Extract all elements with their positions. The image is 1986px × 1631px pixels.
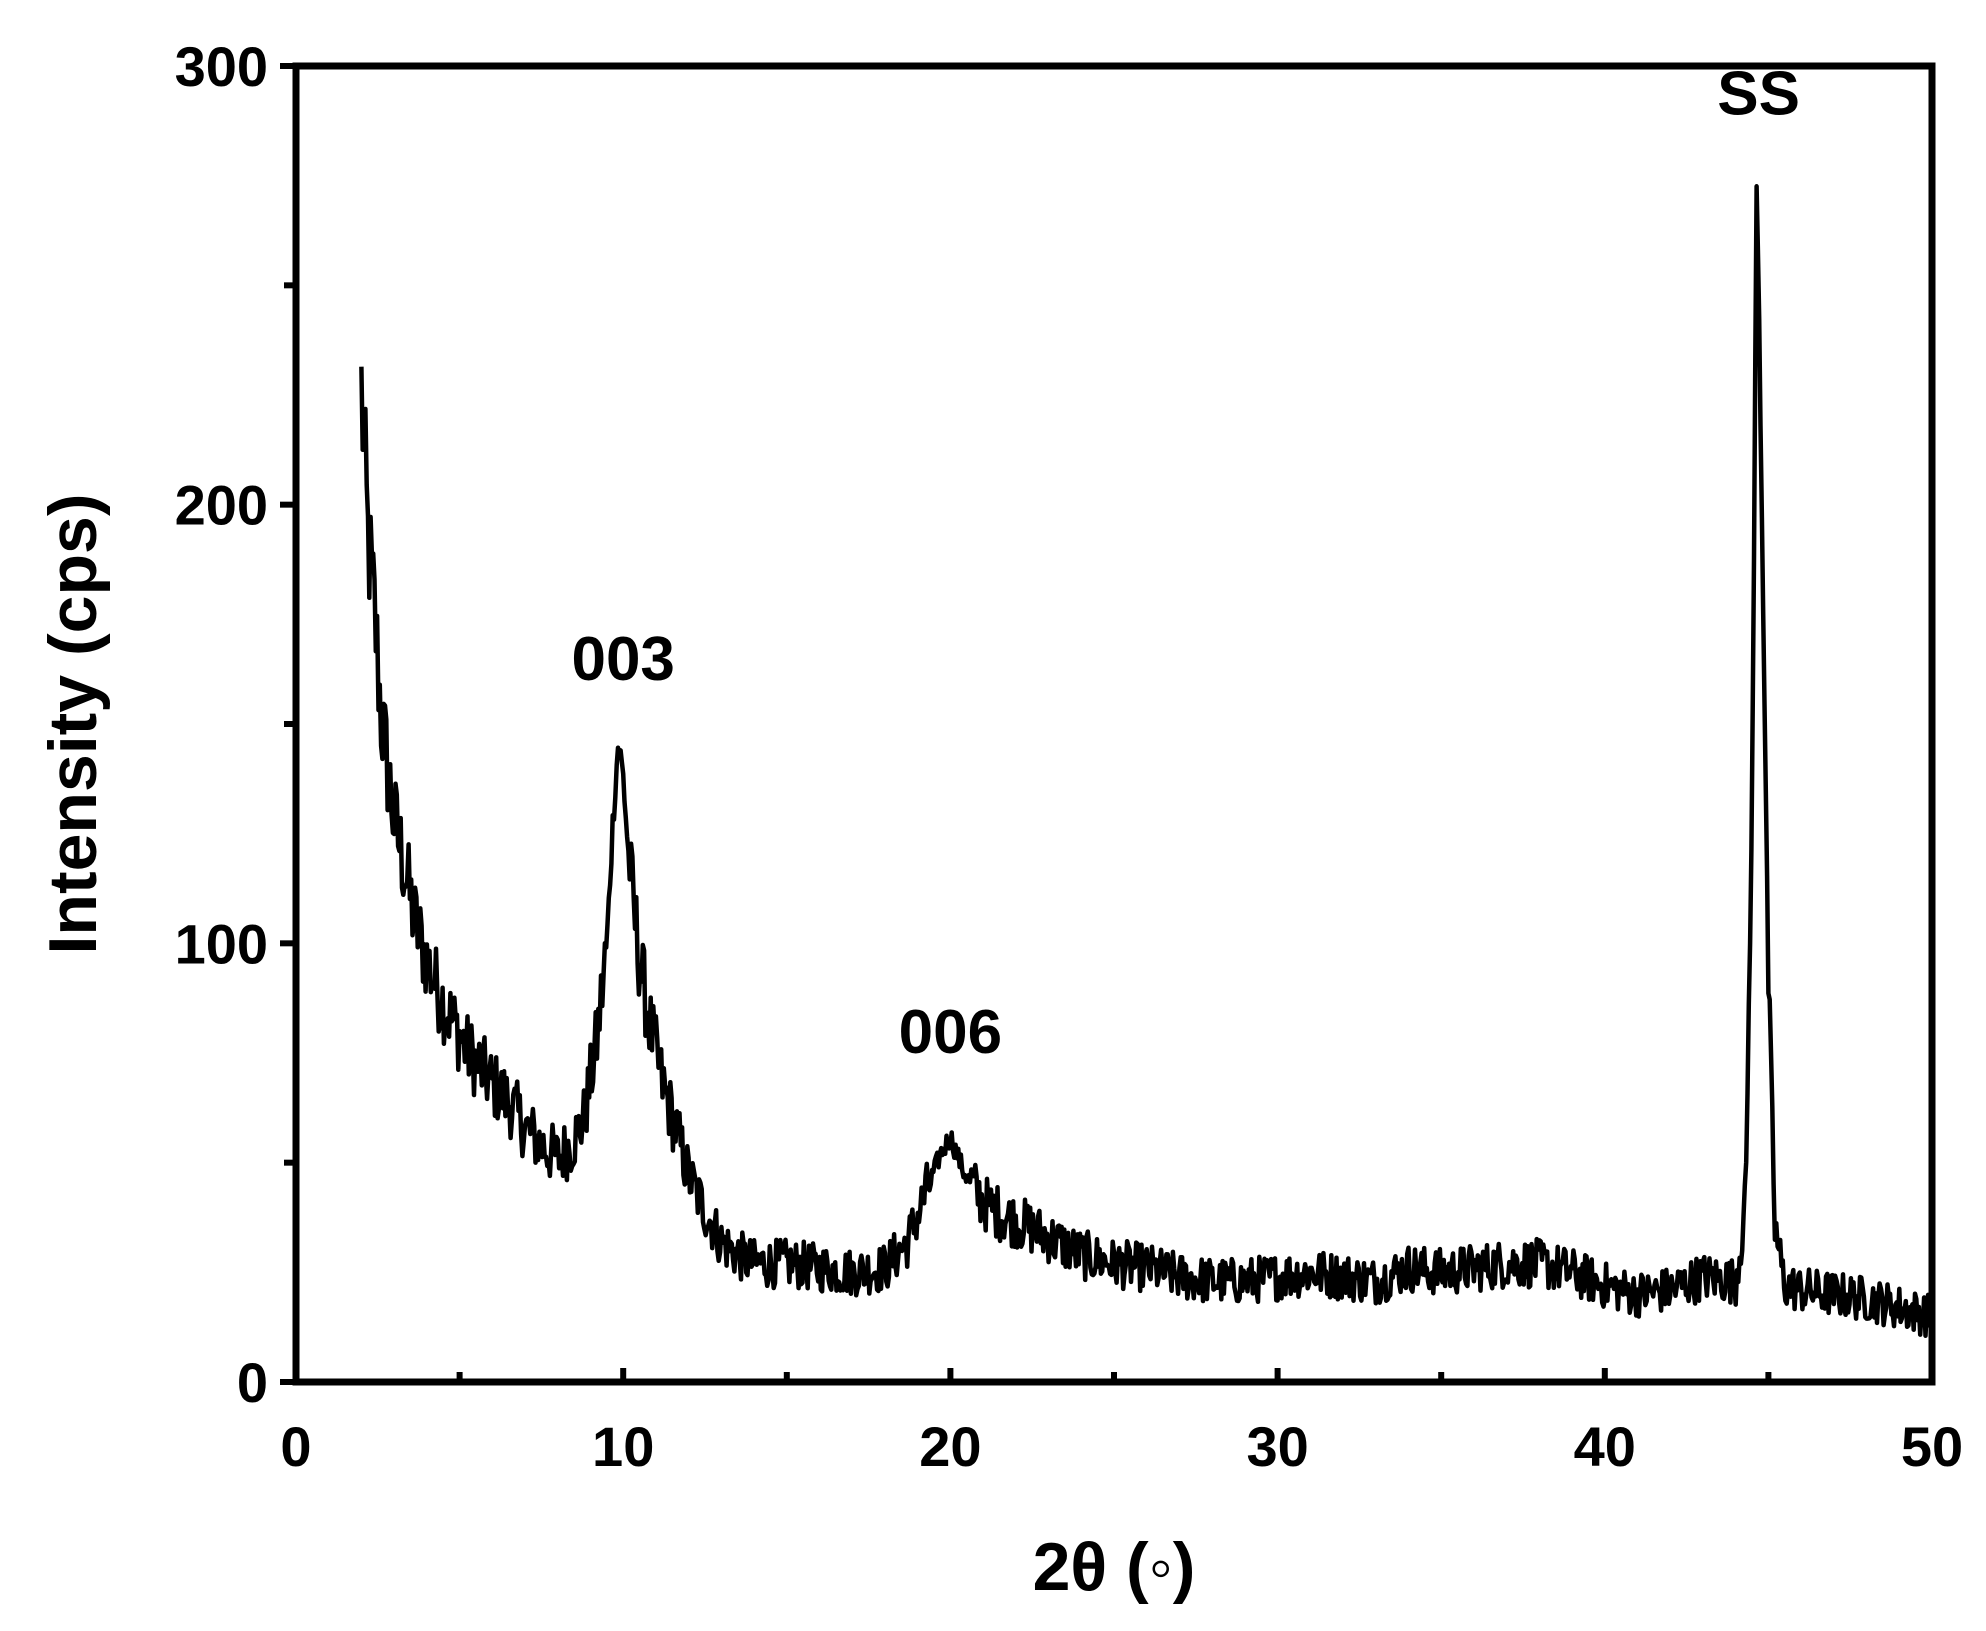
y-tick-label: 300 — [175, 35, 268, 98]
y-tick-label: 100 — [175, 912, 268, 975]
x-tick-label: 0 — [280, 1415, 311, 1478]
peak-label-006: 006 — [899, 998, 1002, 1067]
x-tick-label: 10 — [592, 1415, 654, 1478]
x-tick-label: 50 — [1901, 1415, 1963, 1478]
series-line — [359, 184, 1935, 1338]
x-tick-label: 40 — [1574, 1415, 1636, 1478]
y-axis-title: Intensity (cps) — [35, 494, 111, 955]
x-axis-title: 2θ (◦) — [1033, 1529, 1196, 1605]
y-tick-label: 0 — [237, 1351, 268, 1414]
axis-ticks — [280, 63, 1935, 1385]
plot-frame — [292, 62, 1936, 1386]
x-tick-label: 20 — [919, 1415, 981, 1478]
peak-label-003: 003 — [571, 625, 674, 694]
tick-labels: 0 10 20 30 40 50 0 100 200 300 — [175, 35, 1964, 1478]
peak-annotations: 003 006 SS — [571, 59, 1799, 1067]
peak-label-ss: SS — [1717, 59, 1800, 128]
x-tick-label: 30 — [1246, 1415, 1308, 1478]
y-tick-label: 200 — [175, 474, 268, 537]
